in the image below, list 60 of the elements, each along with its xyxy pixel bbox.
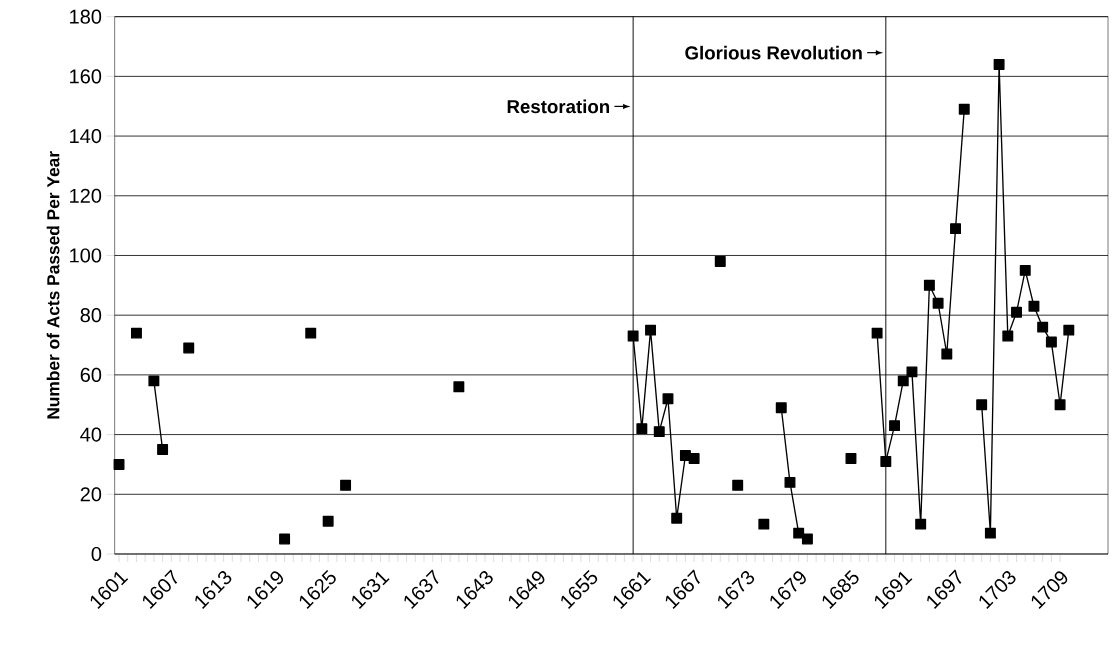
point (148, 375, 160, 387)
y-tick-label: 80 (80, 308, 102, 323)
point (984, 527, 996, 539)
point (340, 479, 352, 491)
point (157, 444, 169, 455)
point (915, 518, 927, 530)
point (871, 327, 883, 339)
y-axis-title: Number of Acts Passed Per Year (46, 151, 60, 419)
point (1011, 306, 1022, 318)
point (1054, 399, 1066, 411)
point (758, 518, 770, 530)
y-tick-label: 140 (70, 128, 102, 144)
y-tick-label: 60 (80, 367, 102, 382)
point (801, 533, 813, 545)
point (1037, 321, 1049, 333)
point (732, 479, 744, 491)
point (183, 342, 195, 354)
point (993, 58, 1005, 70)
point (923, 279, 935, 291)
point (880, 455, 892, 467)
ref-line-label: Restoration (507, 99, 610, 114)
ref-line-label: Glorious Revolution (685, 45, 862, 60)
point (279, 533, 291, 545)
point (1019, 264, 1031, 276)
point (305, 327, 317, 339)
point (897, 375, 909, 387)
point (1002, 330, 1014, 342)
point (636, 423, 648, 435)
point (845, 453, 857, 464)
point (950, 223, 961, 235)
point (671, 512, 683, 524)
point (932, 297, 944, 309)
y-tick-label: 20 (80, 487, 102, 502)
point (130, 327, 142, 339)
point (793, 527, 805, 539)
y-tick-label: 40 (80, 427, 102, 442)
point (1028, 300, 1040, 312)
point (113, 458, 125, 470)
point (714, 255, 726, 267)
point (688, 453, 700, 464)
point (653, 426, 665, 438)
point (662, 393, 674, 405)
point (784, 476, 796, 488)
point (958, 103, 970, 115)
y-tick-label: 180 (70, 9, 102, 24)
y-tick-label: 100 (70, 248, 102, 263)
point (906, 366, 918, 378)
y-tick-label: 120 (70, 188, 102, 203)
point (1063, 324, 1075, 336)
point (645, 324, 657, 336)
point (889, 420, 901, 432)
point (322, 515, 334, 527)
point (941, 348, 953, 360)
point (627, 330, 639, 342)
point (1045, 336, 1057, 348)
point (976, 399, 988, 411)
point (453, 381, 465, 393)
y-tick-label: 160 (70, 69, 102, 84)
y-tick-label: 0 (91, 546, 102, 562)
point (775, 402, 787, 414)
